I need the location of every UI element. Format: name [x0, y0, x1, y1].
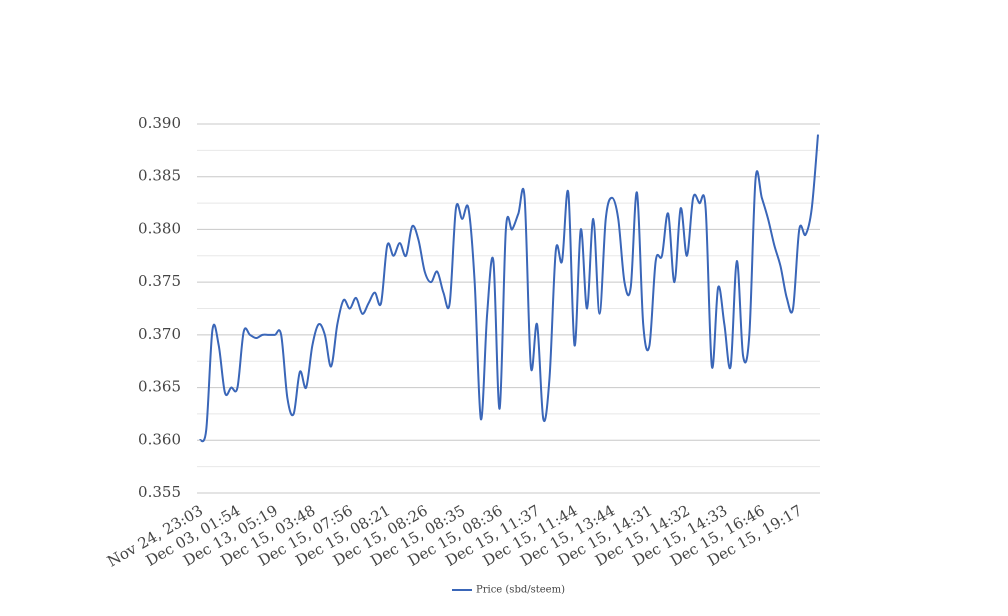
y-tick-label: 0.380 — [138, 219, 181, 237]
y-tick-label: 0.375 — [138, 272, 181, 290]
y-tick-label: 0.390 — [138, 114, 181, 132]
legend-label: Price (sbd/steem) — [476, 585, 565, 596]
y-tick-label: 0.360 — [138, 430, 181, 448]
y-tick-label: 0.365 — [138, 378, 181, 396]
y-tick-label: 0.385 — [138, 167, 181, 185]
price-line — [199, 134, 819, 443]
y-tick-label: 0.355 — [138, 483, 181, 501]
y-tick-label: 0.370 — [138, 325, 181, 343]
